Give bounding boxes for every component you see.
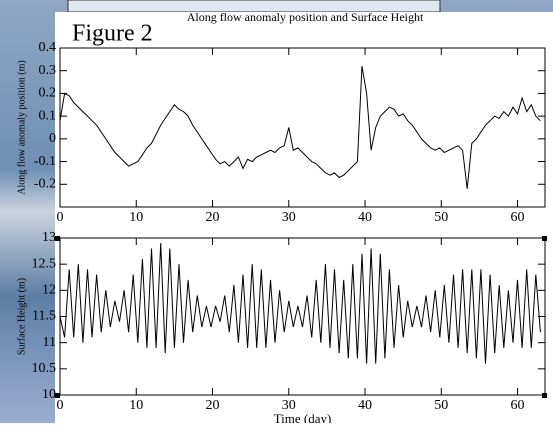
x-tick-label: 30 [282, 398, 296, 413]
x-tick-label: 0 [57, 210, 64, 225]
x-tick-label: 50 [434, 398, 448, 413]
y-tick-label: 11.5 [32, 309, 56, 324]
x-tick-label: 0 [57, 398, 64, 413]
y-tick-label: 0.4 [39, 40, 57, 55]
x-tick-label: 50 [434, 210, 448, 225]
y-tick-label: -0.1 [34, 154, 56, 169]
series-line [59, 66, 541, 189]
x-tick-label: 30 [282, 210, 296, 225]
y-axis-label: Along flow anomaly position (m) [16, 60, 27, 194]
y-tick-label: 13 [42, 230, 56, 245]
figure-label: Figure 2 [72, 21, 153, 47]
y-tick-label: 12 [42, 283, 56, 298]
handle [55, 393, 60, 398]
x-tick-label: 10 [129, 210, 143, 225]
plot-frame [59, 47, 546, 208]
x-tick-label: 10 [129, 398, 143, 413]
y-tick-label: 10.5 [32, 361, 57, 376]
y-tick-label: 0.1 [39, 108, 57, 123]
y-axis-label: Surface Height (m) [16, 278, 27, 355]
series-line [59, 243, 541, 364]
x-tick-label: 60 [511, 398, 525, 413]
x-tick-label: 60 [511, 210, 525, 225]
x-tick-label: 20 [206, 398, 220, 413]
y-tick-label: 11 [43, 335, 56, 350]
x-tick-label: 20 [206, 210, 220, 225]
y-tick-label: 0 [49, 131, 56, 146]
handle [55, 236, 60, 241]
x-tick-label: 40 [358, 210, 372, 225]
x-tick-label: 40 [358, 398, 372, 413]
x-axis-label: Time (day) [274, 411, 332, 423]
y-tick-label: 0.3 [39, 63, 57, 78]
figure-panel [55, 12, 553, 423]
banner-title: Along flow anomaly position and Surface … [187, 10, 424, 24]
y-tick-label: 0.2 [39, 86, 57, 101]
y-tick-label: 12.5 [32, 256, 57, 271]
y-tick-label: -0.2 [34, 177, 56, 192]
y-tick-label: 10 [42, 387, 56, 402]
